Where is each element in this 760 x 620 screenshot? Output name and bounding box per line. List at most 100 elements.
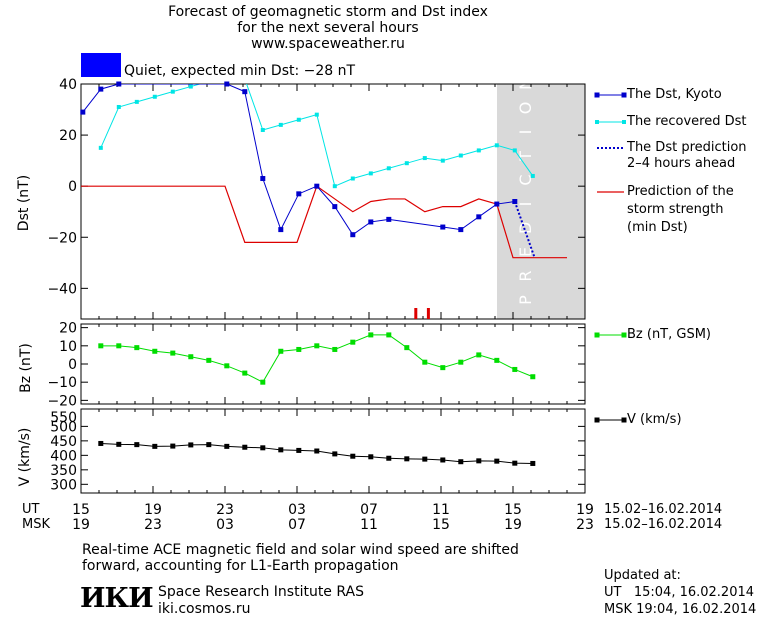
- chart-title-line-1: Forecast of geomagnetic storm and Dst in…: [168, 4, 488, 20]
- v-point: [242, 444, 248, 450]
- v-point: [116, 441, 122, 447]
- chart-title-line-2: for the next several hours: [237, 20, 419, 36]
- recovered-dst-point: [98, 145, 103, 150]
- recovered-dst-point: [134, 99, 139, 104]
- v-point: [404, 456, 410, 462]
- updated-ut: UT 15:04, 16.02.2014: [604, 585, 755, 600]
- v-point: [440, 457, 446, 463]
- prediction-label-letter: O: [516, 102, 535, 115]
- prediction-label-letter: D: [516, 222, 535, 234]
- legend-label-dst-prediction-1: The Dst prediction: [627, 140, 747, 155]
- bz-point: [242, 370, 248, 376]
- bz-point: [296, 346, 302, 352]
- x-tick-label-msk: 15: [432, 517, 450, 533]
- x-tick-label-msk: 19: [72, 517, 90, 533]
- y-tick-label: −20: [47, 393, 77, 409]
- dst-kyoto-point: [242, 89, 248, 95]
- v-point: [476, 458, 482, 464]
- dst-kyoto-point: [296, 191, 302, 197]
- recovered-dst-point: [530, 173, 535, 178]
- recovered-dst-point: [332, 184, 337, 189]
- dst-prediction-line: [513, 201, 536, 259]
- bz-point: [134, 345, 140, 351]
- bz-point: [404, 345, 410, 351]
- v-point: [386, 455, 392, 461]
- iki-logo: ИКИ: [80, 583, 154, 614]
- recovered-dst-point: [152, 94, 157, 99]
- bz-point: [278, 348, 284, 354]
- v-point: [152, 443, 158, 449]
- v-axis-label: V (km/s): [17, 427, 33, 487]
- bz-point: [476, 352, 482, 358]
- recovered-dst-point: [188, 84, 193, 89]
- v-point: [170, 443, 176, 449]
- bz-point: [224, 363, 230, 369]
- y-tick-label: 500: [50, 419, 77, 435]
- dst-kyoto-point: [116, 81, 122, 87]
- footnote-line-1: Real-time ACE magnetic field and solar w…: [82, 542, 519, 558]
- y-tick-label: 300: [50, 477, 77, 493]
- bz-point: [458, 359, 464, 365]
- dst-kyoto-point: [440, 224, 446, 230]
- prediction-label-letter: P: [516, 295, 535, 305]
- dst-kyoto-point: [350, 232, 356, 238]
- v-point: [458, 459, 464, 465]
- legend-label-dst-prediction-2: 2–4 hours ahead: [627, 156, 736, 171]
- updated-label: Updated at:: [604, 568, 681, 583]
- recovered-dst-point: [404, 161, 409, 166]
- y-tick-label: 0: [68, 357, 77, 373]
- dst-kyoto-point: [458, 227, 464, 233]
- legend-label-v: V (km/s): [627, 412, 682, 427]
- footnote-line-2: forward, accounting for L1-Earth propaga…: [82, 558, 399, 574]
- bz-point: [188, 354, 194, 360]
- v-point: [188, 442, 194, 448]
- v-point: [134, 442, 140, 448]
- bz-point: [116, 343, 122, 349]
- v-legend-marker: [594, 417, 600, 423]
- x-tick-label-msk: 23: [144, 517, 162, 533]
- x-tick-label-msk: 19: [504, 517, 522, 533]
- x-tick-label-msk: 03: [216, 517, 234, 533]
- recovered-dst-point: [476, 148, 481, 153]
- dst-kyoto-point: [332, 204, 338, 210]
- storm-strength-line: [81, 185, 567, 259]
- dst-kyoto-point: [494, 201, 500, 207]
- institute-site[interactable]: iki.cosmos.ru: [158, 601, 251, 617]
- bz-point: [440, 365, 446, 371]
- prediction-label-letter: T: [516, 151, 535, 162]
- v-point: [260, 445, 266, 451]
- legend-label-bz: Bz (nT, GSM): [627, 327, 712, 342]
- y-tick-label: −40: [47, 281, 77, 297]
- chart-title-line-3: www.spaceweather.ru: [251, 36, 405, 52]
- v-legend-marker: [621, 417, 627, 423]
- x-tick-label-ut: 19: [144, 502, 162, 518]
- recovered-dst-point: [386, 166, 391, 171]
- v-point: [494, 458, 500, 464]
- x-tick-label-ut: 15: [72, 502, 90, 518]
- status-label: Quiet, expected min Dst: −28 nT: [124, 63, 356, 79]
- dst-kyoto-point: [260, 176, 266, 182]
- v-point: [314, 448, 320, 454]
- bz-legend-marker: [621, 332, 627, 338]
- y-tick-label: 20: [59, 128, 77, 144]
- bz-point: [152, 348, 158, 354]
- v-point: [530, 460, 536, 466]
- recovered-dst-line: [100, 84, 534, 187]
- recovered-dst-point: [422, 156, 427, 161]
- date-range-ut: 15.02–16.02.2014: [604, 502, 723, 517]
- legend-label-storm-3: (min Dst): [627, 220, 688, 235]
- y-tick-label: −10: [47, 375, 77, 391]
- legend-label-storm-2: storm strength: [627, 202, 724, 217]
- bz-line: [100, 334, 533, 383]
- y-tick-label: 550: [50, 410, 77, 426]
- date-range-msk: 15.02–16.02.2014: [604, 517, 723, 532]
- x-tick-label-ut: 15: [504, 502, 522, 518]
- x-tick-label-ut: 07: [360, 502, 378, 518]
- y-tick-label: 350: [50, 463, 77, 479]
- bz-legend-marker: [594, 332, 600, 338]
- bz-point: [170, 350, 176, 356]
- bz-point: [512, 366, 518, 372]
- x-tick-label-ut: 03: [288, 502, 306, 518]
- x-tick-label-ut: 19: [576, 502, 594, 518]
